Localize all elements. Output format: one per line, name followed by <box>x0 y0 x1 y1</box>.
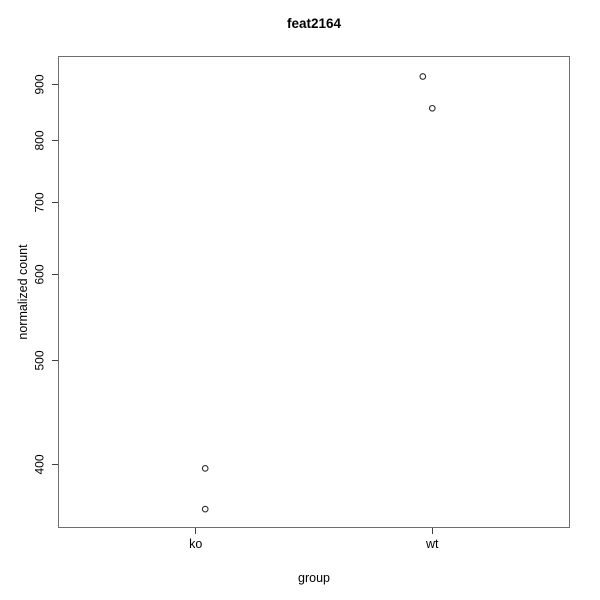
y-axis-tick <box>52 139 58 141</box>
y-axis-tick <box>52 359 58 361</box>
data-point-ko <box>201 505 209 513</box>
plot-area-border <box>58 56 570 528</box>
data-point-wt <box>428 104 436 112</box>
x-tick-label: ko <box>189 537 203 551</box>
y-tick-label: 400 <box>32 454 47 475</box>
data-point-ko <box>201 465 209 472</box>
x-axis-label: group <box>298 571 330 585</box>
y-tick-label: 800 <box>32 129 47 151</box>
y-tick-label: 700 <box>32 192 47 213</box>
plot-title: feat2164 <box>286 16 342 31</box>
x-axis-tick <box>195 528 197 534</box>
y-axis-tick <box>52 84 58 86</box>
y-axis-tick <box>52 464 58 466</box>
x-tick-label: wt <box>426 537 439 551</box>
x-axis-tick <box>431 528 433 534</box>
y-tick-label: 900 <box>32 74 47 95</box>
y-axis-tick <box>52 274 58 276</box>
y-tick-label: 600 <box>32 264 47 285</box>
y-tick-label: 500 <box>32 350 47 371</box>
y-axis-tick <box>52 202 58 204</box>
data-point-wt <box>419 73 427 80</box>
